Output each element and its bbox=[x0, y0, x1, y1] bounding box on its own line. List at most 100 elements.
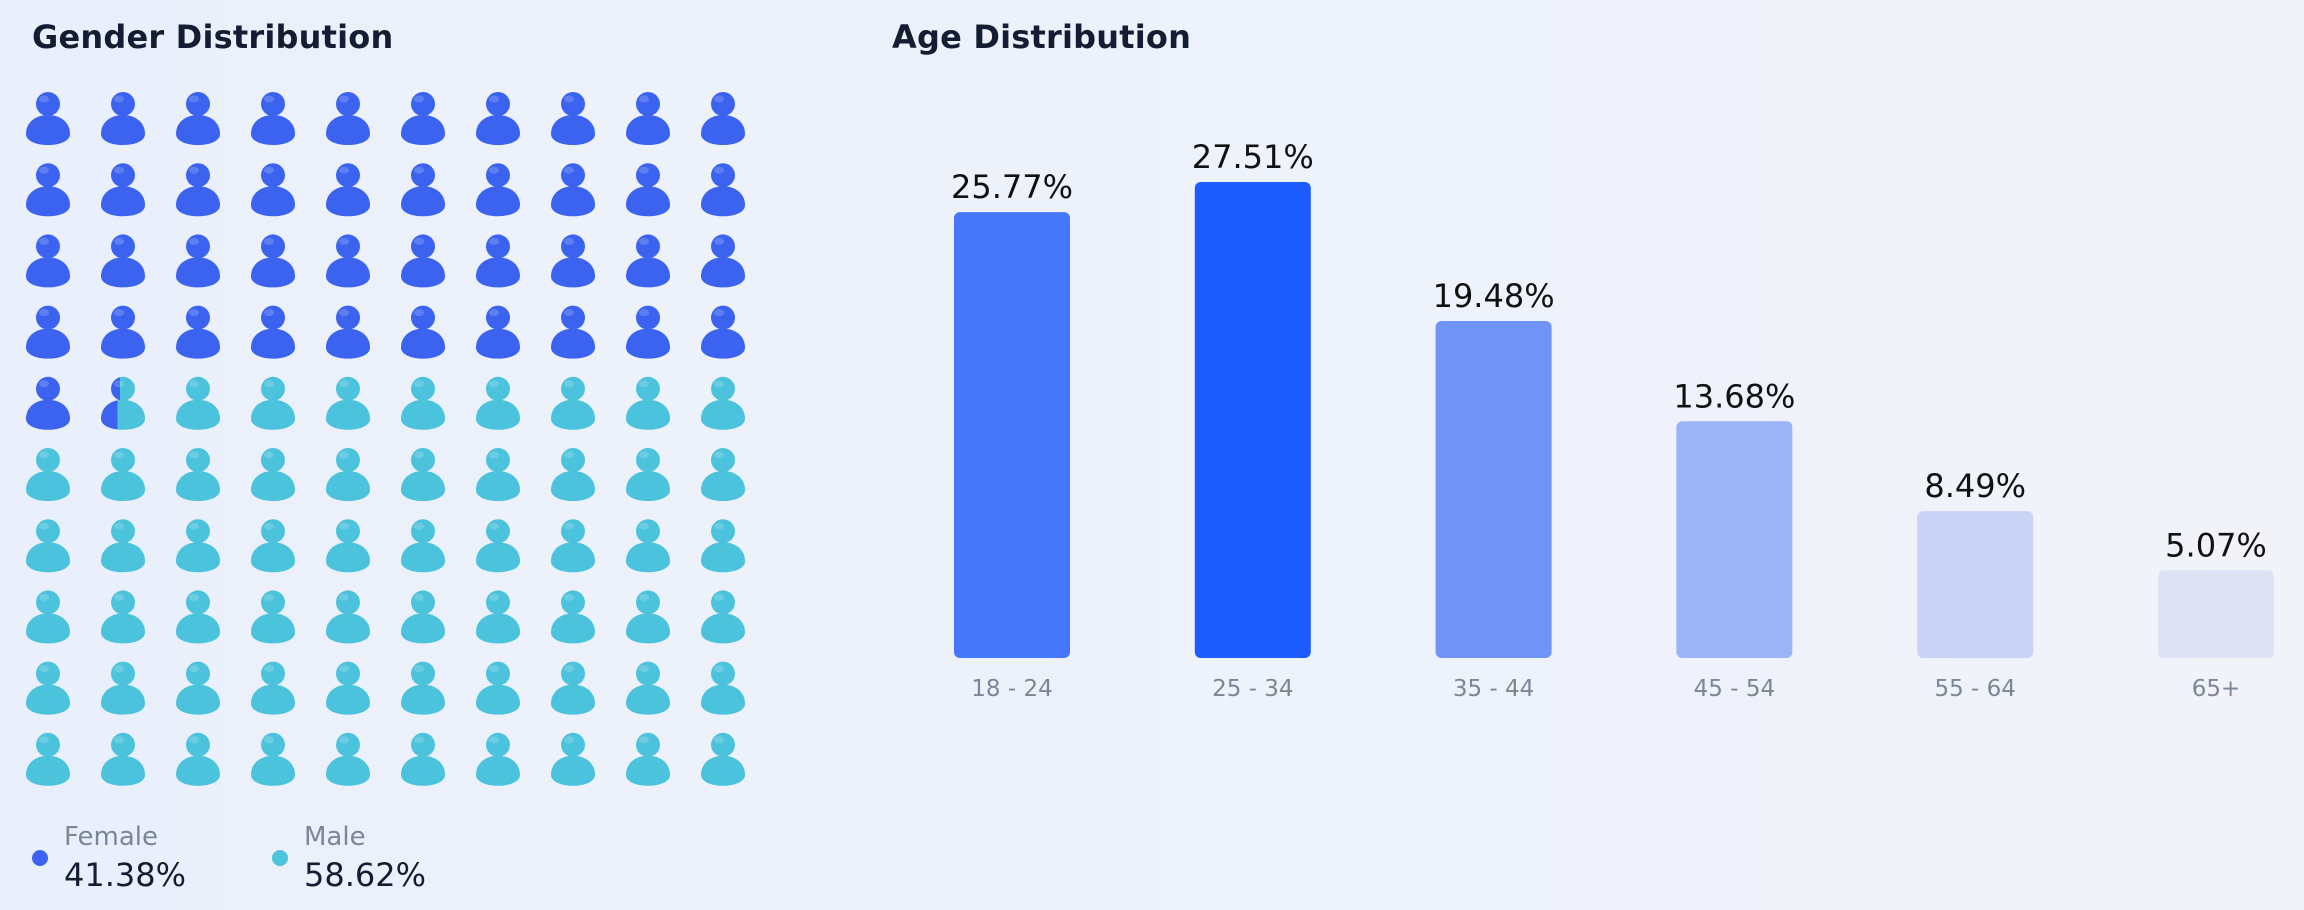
person-icon bbox=[101, 590, 145, 644]
person-icon bbox=[401, 590, 445, 644]
person-icon bbox=[401, 92, 445, 145]
person-icon bbox=[101, 732, 145, 786]
person-icon bbox=[476, 661, 520, 715]
bar-value-label: 5.07% bbox=[2165, 526, 2267, 564]
person-icon bbox=[101, 92, 145, 145]
person-icon bbox=[26, 234, 70, 288]
age-distribution-title: Age Distribution bbox=[892, 18, 1192, 56]
bar-value-label: 8.49% bbox=[1924, 467, 2026, 505]
person-icon bbox=[401, 519, 445, 573]
person-icon bbox=[701, 305, 745, 359]
person-icon bbox=[551, 234, 595, 288]
person-icon bbox=[476, 448, 520, 501]
person-icon bbox=[551, 732, 595, 786]
person-icon bbox=[401, 305, 445, 359]
person-icon bbox=[326, 661, 370, 715]
person-icon bbox=[101, 234, 145, 288]
person-icon bbox=[326, 92, 370, 145]
person-icon bbox=[176, 448, 220, 501]
person-icon bbox=[626, 519, 670, 573]
category-tick-label: 18 - 24 bbox=[971, 676, 1052, 702]
person-icon bbox=[326, 590, 370, 644]
person-icon bbox=[626, 590, 670, 644]
person-icon bbox=[401, 732, 445, 786]
bar bbox=[1917, 511, 2034, 658]
person-icon bbox=[251, 590, 295, 644]
person-icon bbox=[551, 519, 595, 573]
person-icon bbox=[626, 305, 670, 359]
category-tick-label: 25 - 34 bbox=[1212, 676, 1293, 702]
category-tick-label: 55 - 64 bbox=[1934, 676, 2015, 702]
person-icon bbox=[701, 519, 745, 573]
person-icon bbox=[401, 661, 445, 715]
person-icon bbox=[476, 732, 520, 786]
person-icon bbox=[701, 92, 745, 145]
person-icon bbox=[476, 519, 520, 573]
person-icon bbox=[176, 732, 220, 786]
legend-label-female: Female bbox=[64, 822, 159, 852]
person-icon bbox=[626, 376, 670, 430]
bar bbox=[1194, 182, 1311, 658]
person-icon bbox=[551, 448, 595, 501]
age-bar-chart: 25.77% 18 - 24 27.51% 25 - 34 19.48% 35 - 44 1… bbox=[951, 138, 2274, 702]
bar bbox=[1435, 320, 1552, 658]
person-icon bbox=[26, 376, 70, 430]
legend-label-male: Male bbox=[304, 822, 366, 852]
person-icon bbox=[626, 163, 670, 217]
person-icon bbox=[326, 234, 370, 288]
category-tick-label: 45 - 54 bbox=[1694, 676, 1775, 702]
person-icon bbox=[701, 590, 745, 644]
person-icon bbox=[176, 305, 220, 359]
person-icon bbox=[251, 305, 295, 359]
person-icon bbox=[701, 376, 745, 430]
person-icon bbox=[326, 163, 370, 217]
person-icon bbox=[176, 661, 220, 715]
person-icon bbox=[326, 448, 370, 501]
person-icon bbox=[551, 305, 595, 359]
person-icon bbox=[701, 234, 745, 288]
person-icon bbox=[251, 448, 295, 501]
category-tick-label: 35 - 44 bbox=[1453, 676, 1534, 702]
bar bbox=[2158, 570, 2274, 658]
gender-waffle-chart bbox=[26, 92, 745, 786]
bar-value-label: 13.68% bbox=[1673, 377, 1795, 415]
person-icon bbox=[401, 448, 445, 501]
person-icon bbox=[626, 92, 670, 145]
person-icon bbox=[251, 92, 295, 145]
person-icon bbox=[626, 234, 670, 288]
person-icon bbox=[701, 732, 745, 786]
person-icon bbox=[626, 661, 670, 715]
person-icon bbox=[26, 661, 70, 715]
person-icon bbox=[176, 234, 220, 288]
person-icon bbox=[326, 376, 370, 430]
person-icon bbox=[476, 590, 520, 644]
person-icon bbox=[251, 732, 295, 786]
person-icon bbox=[26, 92, 70, 145]
person-icon bbox=[401, 234, 445, 288]
person-icon bbox=[551, 661, 595, 715]
person-icon bbox=[326, 732, 370, 786]
person-icon bbox=[476, 305, 520, 359]
person-icon bbox=[26, 305, 70, 359]
person-icon bbox=[476, 234, 520, 288]
person-icon bbox=[626, 448, 670, 501]
person-icon bbox=[551, 163, 595, 217]
bar-value-label: 25.77% bbox=[951, 168, 1073, 206]
gender-distribution-title: Gender Distribution bbox=[32, 18, 394, 56]
person-icon bbox=[326, 305, 370, 359]
legend-dot-male bbox=[272, 850, 288, 866]
person-icon bbox=[626, 732, 670, 786]
person-icon bbox=[101, 519, 145, 573]
bar-value-label: 27.51% bbox=[1192, 138, 1314, 176]
person-icon bbox=[701, 661, 745, 715]
person-icon bbox=[101, 661, 145, 715]
person-icon bbox=[101, 376, 145, 430]
person-icon bbox=[251, 163, 295, 217]
person-icon bbox=[26, 163, 70, 217]
person-icon bbox=[176, 590, 220, 644]
person-icon bbox=[251, 234, 295, 288]
bar bbox=[1676, 421, 1793, 658]
legend-value-male: 58.62% bbox=[304, 856, 427, 894]
person-icon bbox=[251, 661, 295, 715]
person-icon bbox=[26, 590, 70, 644]
